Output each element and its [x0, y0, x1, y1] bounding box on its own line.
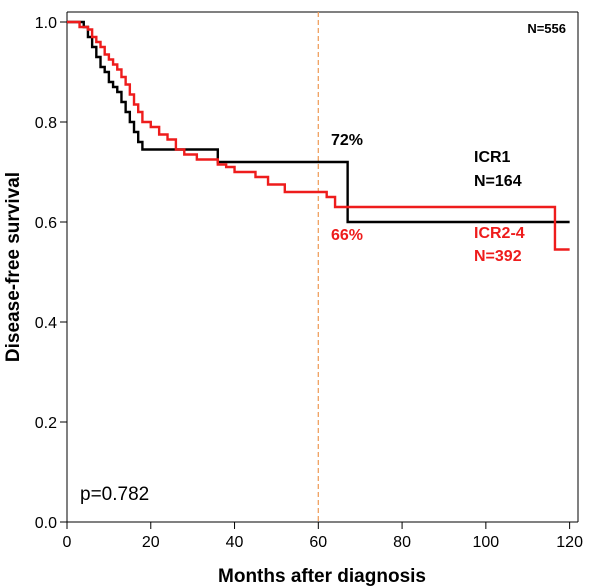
y-tick-label: 1.0 — [35, 15, 57, 32]
x-tick-label: 80 — [393, 534, 411, 551]
x-tick-label: 0 — [63, 534, 72, 551]
icr24-pct-label: 66% — [331, 227, 363, 244]
p-value-label: p=0.782 — [80, 484, 149, 505]
x-axis-title: Months after diagnosis — [218, 566, 426, 587]
x-tick-label: 120 — [556, 534, 583, 551]
x-tick-label: 40 — [226, 534, 244, 551]
y-ticks: 0.0 0.2 0.4 0.6 0.8 1.0 — [35, 15, 67, 532]
x-tick-label: 100 — [473, 534, 500, 551]
y-tick-label: 0.2 — [35, 415, 57, 432]
y-tick-label: 0.0 — [35, 515, 57, 532]
survival-curves — [67, 20, 570, 251]
y-axis-title: Disease-free survival — [3, 172, 24, 362]
icr2-4-survival-curve — [67, 20, 570, 251]
y-tick-label: 0.8 — [35, 115, 57, 132]
icr1-name-label: ICR1 — [474, 149, 511, 166]
icr1-survival-curve — [67, 20, 570, 224]
total-n-label: N=556 — [527, 21, 566, 36]
x-tick-label: 60 — [309, 534, 327, 551]
icr1-n-label: N=164 — [474, 173, 522, 190]
icr1-pct-label: 72% — [331, 132, 363, 149]
icr24-n-label: N=392 — [474, 248, 522, 265]
x-tick-label: 20 — [142, 534, 160, 551]
y-tick-label: 0.4 — [35, 315, 57, 332]
x-ticks: 0 20 40 60 80 100 120 — [63, 522, 583, 551]
y-tick-label: 0.6 — [35, 215, 57, 232]
icr24-name-label: ICR2-4 — [474, 225, 525, 242]
